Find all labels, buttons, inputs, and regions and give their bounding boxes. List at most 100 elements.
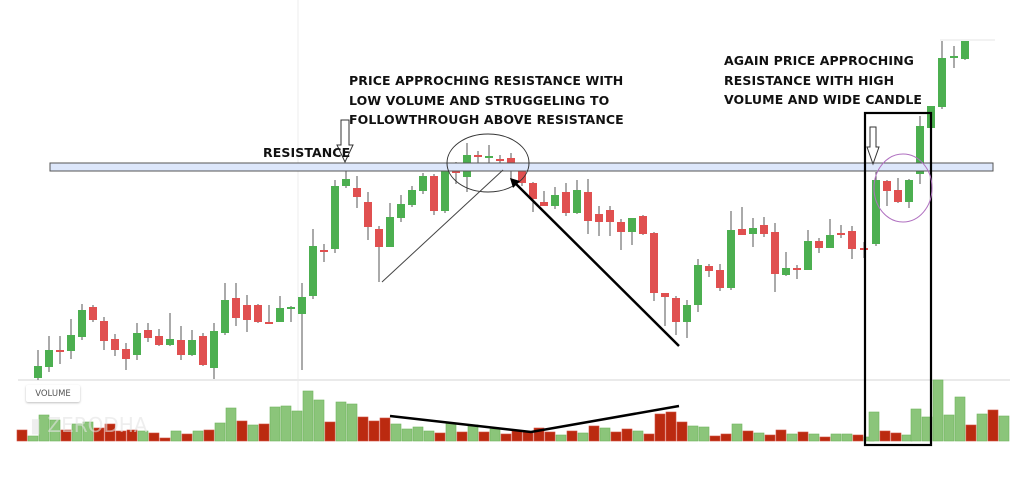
volume-bar [170, 430, 182, 442]
volume-bar [577, 432, 589, 442]
candle [872, 172, 880, 246]
volume-bar [890, 432, 902, 442]
volume-bar [258, 423, 270, 442]
volume-bar [115, 430, 127, 442]
annotation-line: VOLUME AND WIDE CANDLE [724, 92, 923, 107]
volume-bar [599, 427, 611, 442]
volume-bar [478, 431, 490, 442]
volume-bar [632, 430, 644, 442]
volume-bar [775, 429, 787, 442]
candle [254, 304, 262, 323]
downtrend-arrow [511, 179, 680, 347]
struggle-circle [446, 133, 530, 193]
volume-bar [390, 423, 402, 442]
watermark: ▮ ZERODHA [30, 413, 148, 437]
candle [804, 230, 812, 270]
candle [883, 180, 891, 206]
candle [320, 244, 328, 262]
volume-bar [445, 422, 457, 442]
candle [177, 326, 185, 360]
volume-bar [181, 433, 193, 442]
volume-bar [434, 432, 446, 442]
candle [210, 323, 218, 379]
volume-bar [987, 409, 999, 442]
candle [89, 305, 97, 322]
candle [950, 46, 958, 68]
annotation-line: PRICE APPROCHING RESISTANCE WITH [349, 73, 624, 88]
volume-bar [533, 427, 545, 442]
volume-bar [643, 433, 655, 442]
volume-bar [16, 429, 28, 442]
candle [199, 333, 207, 366]
volume-bar [910, 408, 922, 442]
candle [916, 116, 924, 184]
candle [298, 283, 306, 370]
candle [397, 195, 405, 222]
candle [529, 182, 537, 212]
candle [694, 259, 702, 312]
candle [419, 173, 427, 194]
volume-bar [423, 430, 435, 442]
volume-bar [379, 417, 391, 442]
candle [672, 296, 680, 335]
candle [938, 41, 946, 109]
volume-bar [720, 433, 732, 442]
volume-bar [976, 413, 988, 442]
volume-bar [753, 432, 765, 442]
candle [894, 178, 902, 203]
volume-bar [742, 430, 754, 442]
volume-bar [841, 433, 853, 442]
candle [309, 229, 317, 299]
volume-bar [522, 431, 534, 442]
volume-bar [236, 420, 248, 442]
volume-panel-label[interactable]: VOLUME [26, 385, 80, 402]
volume-bar [456, 431, 468, 442]
candle [155, 329, 163, 346]
candle [848, 226, 856, 259]
volume-bar [676, 421, 688, 442]
volume-bar [879, 430, 891, 442]
volume-bars [16, 379, 1010, 442]
resistance-band [49, 162, 994, 172]
candle [111, 334, 119, 356]
candle [749, 218, 757, 247]
volume-bar [346, 403, 358, 442]
candle [78, 304, 86, 340]
volume-bar [280, 405, 292, 442]
candle [67, 319, 75, 359]
candle [232, 283, 240, 326]
volume-bar [126, 429, 138, 442]
volume-bar [401, 428, 413, 442]
candle [441, 168, 449, 213]
volume-bar [621, 428, 633, 442]
candle [826, 219, 834, 248]
candle [683, 300, 691, 338]
candle [56, 336, 64, 364]
candle [364, 192, 372, 240]
annotation-line: FOLLOWTHROUGH ABOVE RESISTANCE [349, 112, 624, 127]
volume-bar [159, 437, 171, 442]
candle [221, 283, 229, 335]
volume-bar [665, 411, 677, 442]
volume-bar [500, 433, 512, 442]
candle [606, 206, 614, 236]
volume-bar [544, 431, 556, 442]
volume-bar [49, 419, 61, 442]
volume-bar [555, 434, 567, 442]
annotation-line: AGAIN PRICE APPROCHING [724, 53, 915, 68]
volume-bar [868, 411, 880, 442]
volume-bar [148, 432, 160, 442]
volume-bar [291, 410, 303, 442]
candle [793, 265, 801, 279]
candle [287, 306, 295, 322]
volume-bar [830, 433, 842, 442]
arrowhead-icon [510, 178, 520, 188]
annotation-line: RESISTANCE WITH HIGH [724, 72, 895, 88]
volume-bar [357, 416, 369, 442]
candle [617, 219, 625, 250]
candle [727, 211, 735, 290]
volume-bar [269, 406, 281, 442]
volume-bar [654, 413, 666, 442]
volume-bar [808, 433, 820, 442]
